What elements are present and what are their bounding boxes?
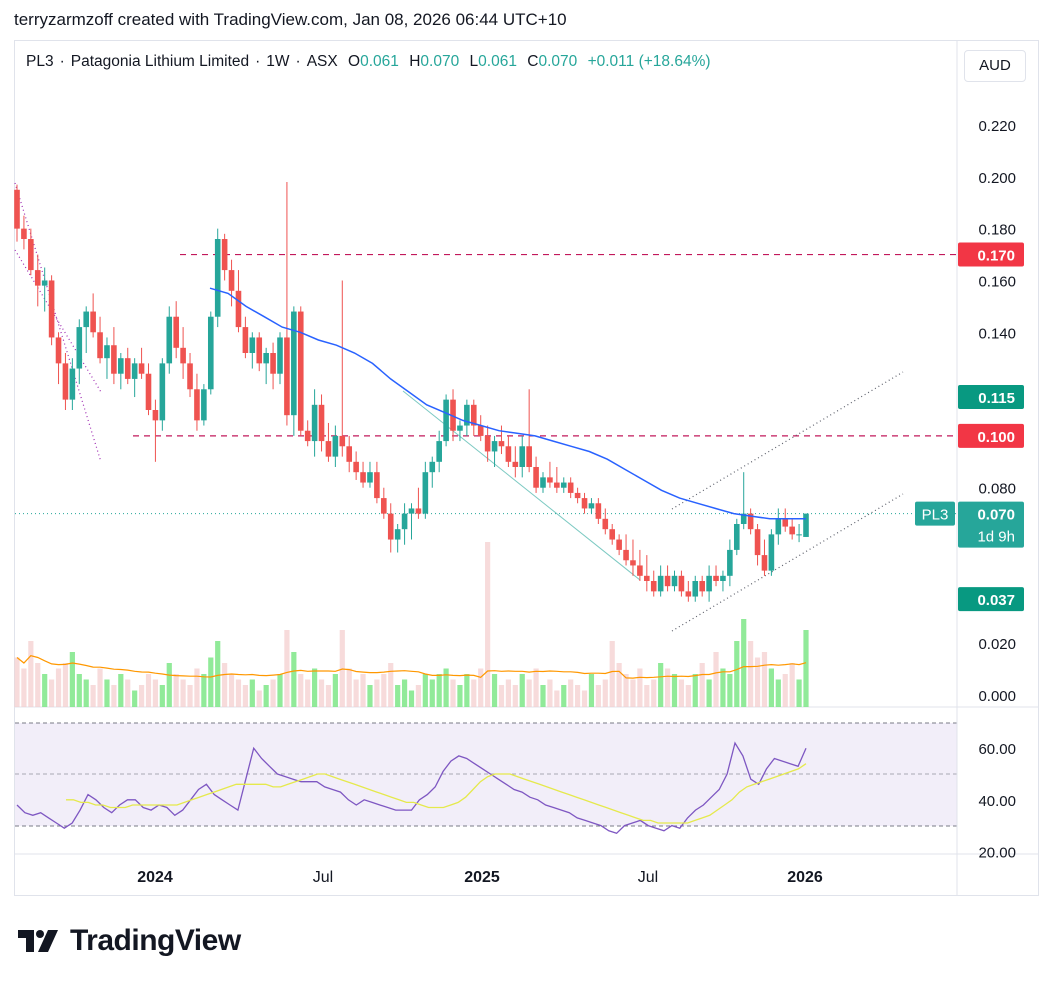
- tradingview-logo-text: TradingView: [70, 924, 241, 957]
- separator: ·: [59, 53, 65, 70]
- close-value: 0.070: [538, 53, 578, 70]
- symbol-interval[interactable]: 1W: [266, 53, 290, 70]
- low-value: 0.061: [478, 53, 517, 70]
- chart-credit: terryzarmzoff created with TradingView.c…: [14, 10, 567, 29]
- symbol-ticker[interactable]: PL3: [26, 53, 54, 70]
- high-label: H: [409, 53, 421, 70]
- symbol-name: Patagonia Lithium Limited: [70, 53, 250, 70]
- open-value: 0.061: [360, 53, 399, 70]
- high-value: 0.070: [420, 53, 460, 70]
- low-label: L: [469, 53, 479, 70]
- open-label: O: [348, 53, 361, 70]
- symbol-exchange: ASX: [306, 53, 338, 70]
- separator: ·: [295, 53, 301, 70]
- symbol-info-bar: PL3 · Patagonia Lithium Limited · 1W · ASX O0.…: [26, 53, 717, 71]
- currency-button[interactable]: AUD: [964, 50, 1026, 82]
- tradingview-logo-icon: [18, 930, 58, 952]
- chart-frame: [14, 40, 1039, 896]
- tradingview-logo[interactable]: TradingView: [18, 924, 241, 958]
- close-label: C: [527, 53, 539, 70]
- change-value: +0.011 (+18.64%): [587, 53, 711, 70]
- separator: ·: [255, 53, 261, 70]
